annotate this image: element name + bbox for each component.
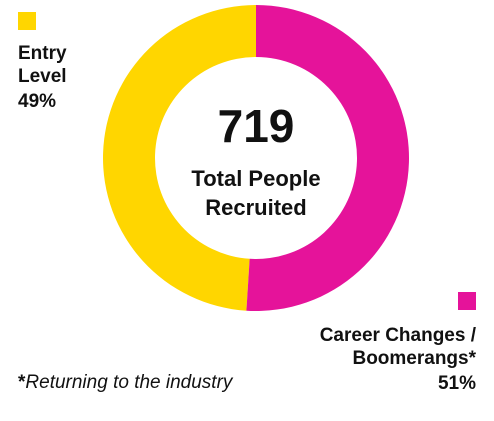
donut-segment bbox=[246, 5, 410, 311]
donut-segment bbox=[103, 5, 256, 311]
value-label: 49% bbox=[18, 91, 57, 112]
center-value: 719 bbox=[217, 100, 295, 152]
legend-label: Entry Level bbox=[18, 43, 67, 87]
center-label: Total People Recruited bbox=[191, 166, 321, 220]
footnote-mark: * bbox=[18, 372, 26, 393]
legend-swatch bbox=[458, 292, 476, 310]
footnote: *Returning to the industry bbox=[18, 372, 232, 394]
legend-swatch bbox=[18, 12, 36, 30]
footnote-text: Returning to the industry bbox=[25, 372, 233, 393]
legend-label: Career Changes / Boomerangs* bbox=[319, 325, 476, 369]
value-label: 51% bbox=[437, 373, 476, 394]
